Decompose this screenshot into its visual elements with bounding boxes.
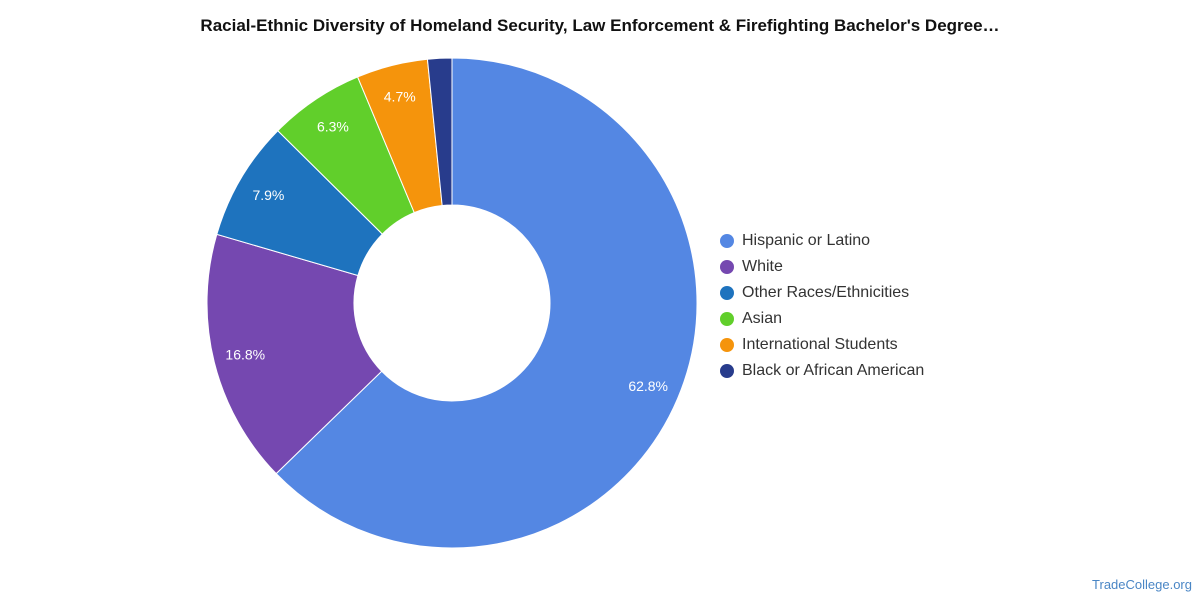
- legend-swatch: [720, 338, 734, 352]
- slice-label-1: 16.8%: [225, 346, 265, 362]
- slice-5: [426, 57, 453, 207]
- legend-swatch: [720, 312, 734, 326]
- donut-slices: [206, 57, 698, 549]
- legend-label: Other Races/Ethnicities: [742, 284, 910, 301]
- donut-labels: 62.8% 16.8% 7.9% 6.3% 4.7%: [225, 89, 668, 394]
- slice-1: [206, 233, 383, 475]
- legend-swatch: [720, 260, 734, 274]
- slice-0: [275, 57, 698, 549]
- legend-label: Black or African American: [742, 362, 925, 379]
- legend-item: Black or African American: [720, 358, 924, 384]
- watermark: TradeCollege.org: [1092, 577, 1192, 592]
- legend-label: Hispanic or Latino: [742, 232, 871, 249]
- legend-label: White: [742, 258, 783, 275]
- legend-item: White: [720, 254, 924, 280]
- chart-legend: Hispanic or Latino White Other Races/Ethni…: [720, 228, 924, 384]
- slice-label-0: 62.8%: [628, 378, 668, 394]
- legend-swatch: [720, 364, 734, 378]
- legend-label: Asian: [742, 310, 783, 327]
- legend-item: Other Races/Ethnicities: [720, 280, 924, 306]
- slice-label-3: 6.3%: [317, 118, 349, 134]
- legend-item: International Students: [720, 332, 924, 358]
- legend-item: Hispanic or Latino: [720, 228, 924, 254]
- chart-title: Racial-Ethnic Diversity of Homeland Secu…: [200, 16, 1000, 35]
- slice-label-2: 7.9%: [252, 187, 284, 203]
- legend-item: Asian: [720, 306, 924, 332]
- legend-label: International Students: [742, 336, 898, 353]
- legend-swatch: [720, 286, 734, 300]
- slice-label-4: 4.7%: [384, 89, 416, 105]
- legend-swatch: [720, 234, 734, 248]
